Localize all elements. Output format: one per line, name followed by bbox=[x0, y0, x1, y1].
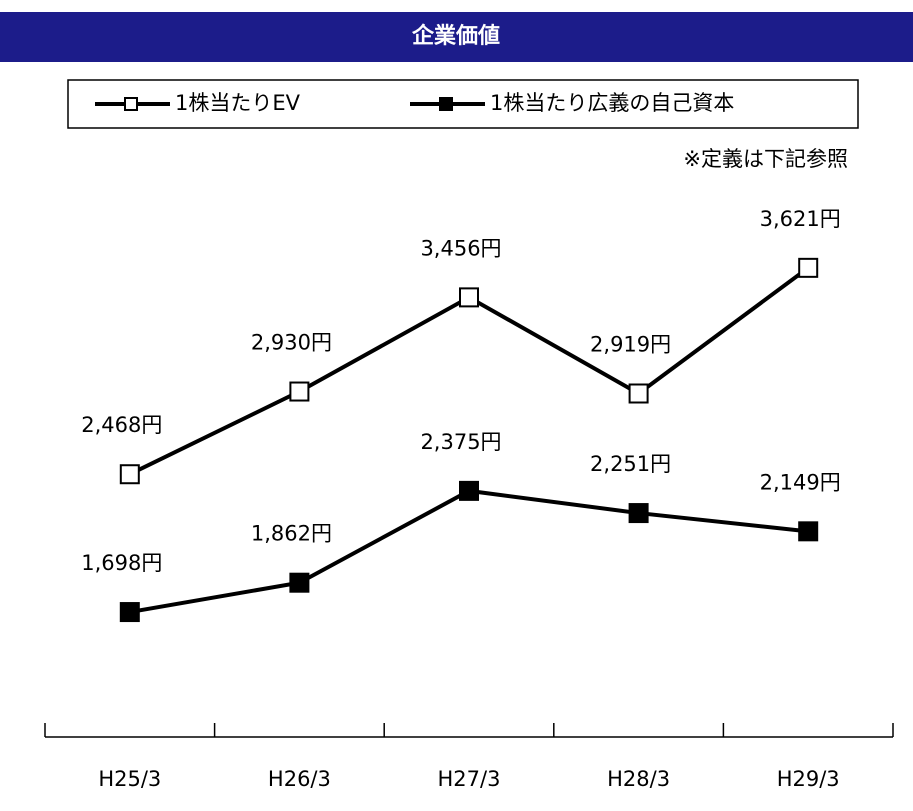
point-marker bbox=[119, 602, 140, 623]
legend-marker bbox=[124, 97, 138, 111]
legend-label: 1株当たりEV bbox=[175, 91, 301, 115]
legend bbox=[67, 79, 859, 129]
data-label: 1,862円 bbox=[251, 522, 332, 546]
chart-title: 企業価値 bbox=[411, 23, 500, 49]
data-label: 3,456円 bbox=[420, 236, 501, 260]
point-marker bbox=[459, 480, 479, 501]
data-label: 2,375円 bbox=[420, 430, 501, 454]
data-label: 1,698円 bbox=[81, 551, 162, 575]
point-marker bbox=[798, 257, 819, 278]
x-tick-label: H28/3 bbox=[607, 767, 670, 791]
data-label: 2,251円 bbox=[590, 452, 671, 476]
data-label: 2,468円 bbox=[81, 413, 162, 437]
title-bar bbox=[0, 12, 913, 62]
point-marker bbox=[628, 503, 649, 524]
note: ※定義は下記参照 bbox=[683, 147, 848, 171]
x-tick-label: H25/3 bbox=[98, 767, 161, 791]
x-tick-label: H26/3 bbox=[268, 767, 331, 791]
data-label: 2,930円 bbox=[251, 331, 332, 355]
point-marker bbox=[798, 521, 819, 542]
point-marker bbox=[289, 572, 310, 593]
legend-label: 1株当たり広義の自己資本 bbox=[490, 91, 734, 115]
point-marker bbox=[119, 464, 140, 485]
point-marker bbox=[628, 383, 649, 404]
point-marker bbox=[459, 287, 479, 308]
x-tick-label: H29/3 bbox=[777, 767, 840, 791]
x-tick-label: H27/3 bbox=[438, 767, 501, 791]
legend-marker bbox=[439, 97, 453, 111]
point-marker bbox=[289, 381, 310, 402]
data-label: 3,621円 bbox=[760, 207, 841, 231]
data-label: 2,919円 bbox=[590, 332, 671, 356]
data-label: 2,149円 bbox=[760, 470, 841, 494]
